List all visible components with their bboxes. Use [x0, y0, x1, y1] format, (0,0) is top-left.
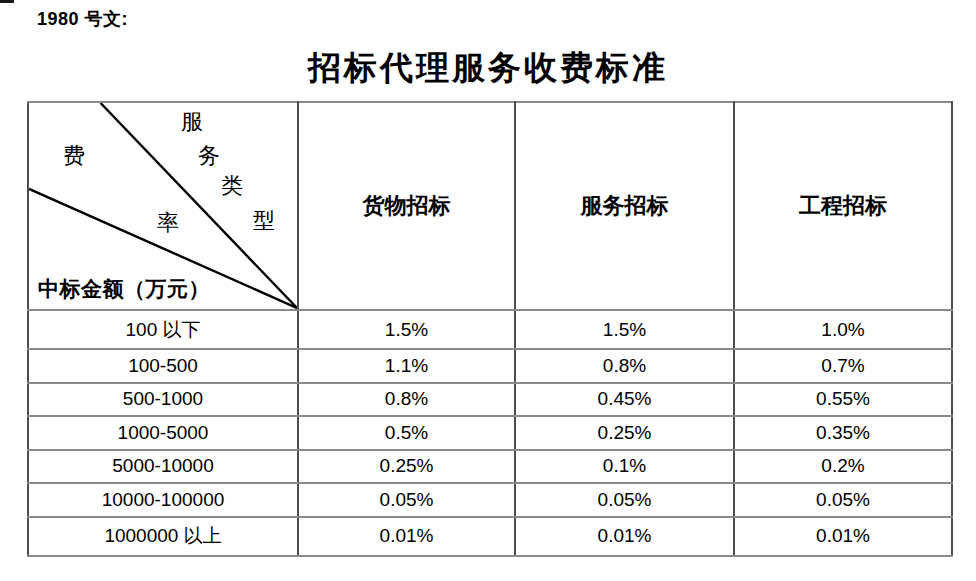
works-rate-cell: 0.2% — [734, 450, 952, 484]
table-row: 500-1000 0.8% 0.45% 0.55% — [28, 383, 952, 417]
amount-range-cell: 10000-100000 — [28, 483, 298, 517]
table-row: 1000-5000 0.5% 0.25% 0.35% — [28, 416, 952, 450]
screen-edge-artifact — [0, 0, 14, 3]
works-rate-cell: 0.35% — [734, 416, 952, 450]
goods-rate-cell: 1.5% — [298, 310, 515, 349]
corner-service-type-char: 务 — [198, 144, 220, 168]
goods-rate-cell: 0.01% — [298, 517, 515, 556]
amount-range-cell: 500-1000 — [28, 383, 298, 417]
table-row: 5000-10000 0.25% 0.1% 0.2% — [28, 450, 952, 484]
works-rate-cell: 0.55% — [734, 383, 952, 417]
corner-rate-char: 率 — [157, 211, 179, 235]
services-rate-cell: 0.8% — [515, 349, 734, 383]
goods-rate-cell: 0.25% — [298, 450, 515, 484]
fee-table-body: 100 以下 1.5% 1.5% 1.0% 100-500 1.1% 0.8% … — [28, 310, 952, 556]
page-title: 招标代理服务收费标准 — [0, 46, 976, 91]
services-rate-cell: 0.1% — [515, 450, 734, 484]
works-rate-cell: 1.0% — [734, 310, 952, 349]
column-header-goods: 货物招标 — [298, 102, 515, 310]
amount-range-cell: 1000000 以上 — [28, 517, 298, 556]
services-rate-cell: 0.01% — [515, 517, 734, 556]
table-row: 10000-100000 0.05% 0.05% 0.05% — [28, 483, 952, 517]
goods-rate-cell: 0.05% — [298, 483, 515, 517]
column-header-services: 服务招标 — [515, 102, 734, 310]
amount-range-cell: 100-500 — [28, 349, 298, 383]
works-rate-cell: 0.01% — [734, 517, 952, 556]
table-row: 100-500 1.1% 0.8% 0.7% — [28, 349, 952, 383]
amount-range-cell: 1000-5000 — [28, 416, 298, 450]
services-rate-cell: 1.5% — [515, 310, 734, 349]
corner-service-type-char: 服 — [181, 110, 203, 134]
table-row: 100 以下 1.5% 1.5% 1.0% — [28, 310, 952, 349]
amount-range-cell: 100 以下 — [28, 310, 298, 349]
header-row: 服 务 类 型 费 率 中标金额（万元） 货物招标 服务招标 工程招标 — [28, 102, 952, 310]
column-header-works: 工程招标 — [734, 102, 952, 310]
fee-standard-table: 服 务 类 型 费 率 中标金额（万元） 货物招标 服务招标 工程招标 100 … — [27, 101, 953, 557]
corner-rate-char: 费 — [63, 144, 85, 168]
goods-rate-cell: 0.8% — [298, 383, 515, 417]
services-rate-cell: 0.45% — [515, 383, 734, 417]
amount-range-cell: 5000-10000 — [28, 450, 298, 484]
works-rate-cell: 0.05% — [734, 483, 952, 517]
table-corner-cell: 服 务 类 型 费 率 中标金额（万元） — [28, 102, 298, 310]
document-page: 1980 号文: 招标代理服务收费标准 服 务 类 型 费 — [0, 0, 976, 581]
corner-service-type-char: 型 — [253, 209, 275, 233]
goods-rate-cell: 1.1% — [298, 349, 515, 383]
table-row: 1000000 以上 0.01% 0.01% 0.01% — [28, 517, 952, 556]
doc-number-label: 1980 号文: — [37, 7, 128, 31]
services-rate-cell: 0.25% — [515, 416, 734, 450]
corner-service-type-char: 类 — [221, 174, 243, 198]
goods-rate-cell: 0.5% — [298, 416, 515, 450]
works-rate-cell: 0.7% — [734, 349, 952, 383]
corner-row-axis-label: 中标金额（万元） — [38, 275, 210, 303]
services-rate-cell: 0.05% — [515, 483, 734, 517]
